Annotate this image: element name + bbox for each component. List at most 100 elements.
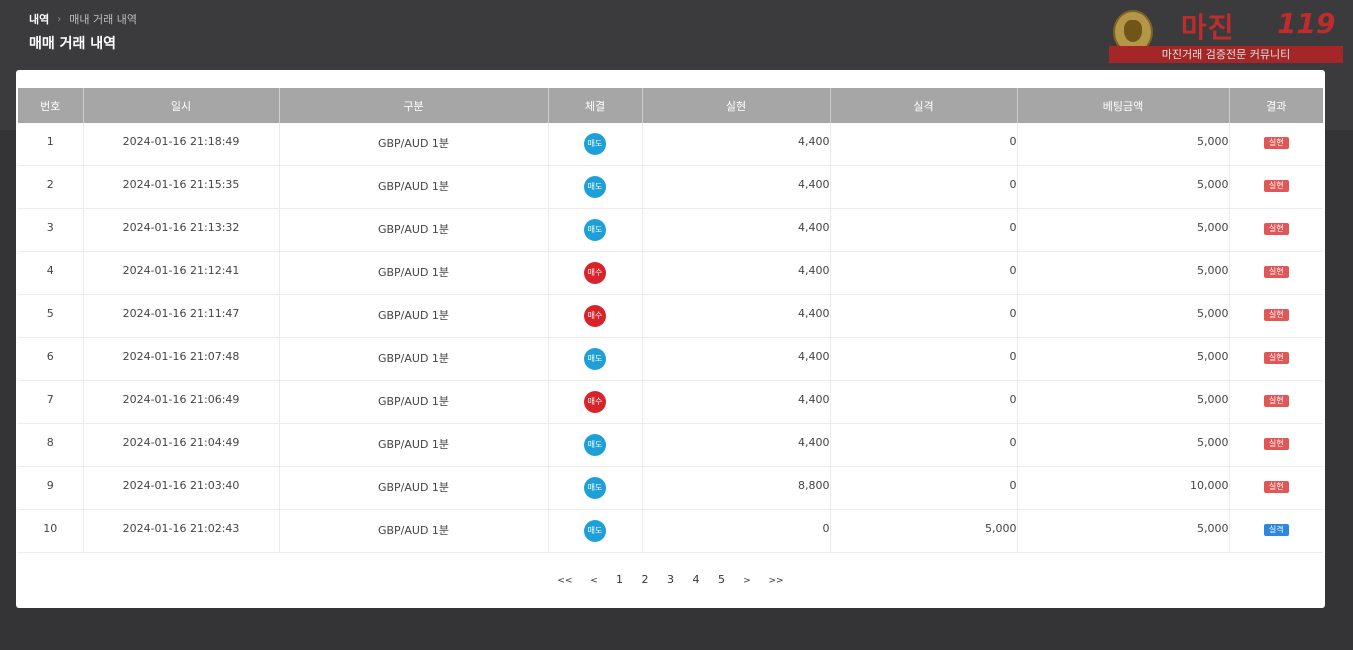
result-badge: 실현	[1263, 438, 1289, 450]
bet-amount-text: 5,000	[1197, 393, 1229, 406]
type-text: GBP/AUD 1분	[377, 223, 450, 236]
bet-amount-text: 5,000	[1197, 264, 1229, 277]
watermark-name: 마진	[1181, 11, 1235, 44]
cell-datetime: 2024-01-16 21:18:49	[83, 123, 280, 166]
cell-realized: 8,800	[642, 466, 831, 510]
page-title: 매매 거래 내역	[29, 36, 117, 52]
realized-text: 8,800	[798, 479, 830, 492]
fill-badge: 매수	[584, 305, 606, 327]
result-badge: 실현	[1263, 395, 1289, 407]
realized-text: 4,400	[798, 436, 830, 449]
cell-type: GBP/AUD 1분	[279, 466, 549, 510]
cell-result: 실현	[1229, 466, 1323, 510]
cell-realized: 4,400	[642, 423, 831, 467]
table-header-row: 번호 일시 구분 체결 실현 실격 베팅금액 결과	[18, 88, 1323, 123]
lost-text: 0	[1009, 221, 1017, 234]
cell-type: GBP/AUD 1분	[279, 423, 549, 467]
pagination-page-2[interactable]: 2	[641, 573, 649, 586]
cell-datetime: 2024-01-16 21:13:32	[83, 208, 280, 252]
number-text: 10	[43, 522, 58, 535]
cell-lost: 0	[830, 380, 1018, 424]
lost-text: 0	[1009, 178, 1017, 191]
cell-realized: 4,400	[642, 165, 831, 209]
pagination-page-1[interactable]: 1	[616, 573, 623, 586]
cell-datetime: 2024-01-16 21:02:43	[83, 509, 280, 553]
datetime-text: 2024-01-16 21:07:48	[122, 350, 240, 363]
type-text: GBP/AUD 1분	[377, 266, 450, 279]
cell-bet-amount: 5,000	[1017, 294, 1230, 338]
datetime-text: 2024-01-16 21:02:43	[122, 522, 240, 535]
cell-lost: 0	[830, 165, 1018, 209]
lost-text: 0	[1009, 135, 1017, 148]
cell-lost: 0	[830, 337, 1018, 381]
pagination-page-3[interactable]: 3	[667, 573, 674, 586]
cell-type: GBP/AUD 1분	[279, 337, 549, 381]
cell-fill: 매도	[548, 165, 643, 209]
table-row: 8 2024-01-16 21:04:49 GBP/AUD 1분 매도 4,400 0 5,…	[18, 423, 1323, 467]
cell-number: 1	[18, 123, 84, 166]
cell-number: 4	[18, 251, 84, 295]
pagination-first[interactable]: <<	[557, 576, 573, 586]
fill-badge: 매도	[584, 348, 606, 370]
cell-type: GBP/AUD 1분	[279, 208, 549, 252]
cell-result: 실현	[1229, 123, 1323, 166]
cell-realized: 0	[642, 509, 831, 553]
datetime-text: 2024-01-16 21:15:35	[122, 178, 240, 191]
breadcrumb-separator: ›	[57, 13, 62, 25]
cell-number: 9	[18, 466, 84, 510]
result-badge: 실현	[1263, 180, 1289, 192]
cell-realized: 4,400	[642, 380, 831, 424]
cell-number: 8	[18, 423, 84, 467]
number-text: 2	[46, 178, 54, 191]
pagination: << < 1 2 3 4 5 > >>	[16, 573, 1325, 586]
number-text: 5	[46, 307, 54, 320]
cell-number: 3	[18, 208, 84, 252]
lost-text: 0	[1009, 307, 1017, 320]
cell-lost: 0	[830, 251, 1018, 295]
pagination-page-4[interactable]: 4	[692, 573, 700, 586]
cell-fill: 매수	[548, 251, 643, 295]
table-row: 7 2024-01-16 21:06:49 GBP/AUD 1분 매수 4,400 0 5,…	[18, 380, 1323, 424]
cell-result: 실현	[1229, 251, 1323, 295]
table-row: 9 2024-01-16 21:03:40 GBP/AUD 1분 매도 8,800 0 10…	[18, 466, 1323, 510]
datetime-text: 2024-01-16 21:18:49	[122, 135, 240, 148]
pagination-next[interactable]: >	[743, 576, 751, 586]
cell-fill: 매도	[548, 208, 643, 252]
trade-history-table: 번호 일시 구분 체결 실현 실격 베팅금액 결과 1 2024-01-16 21…	[18, 88, 1323, 553]
result-badge: 실격	[1263, 524, 1289, 536]
cell-type: GBP/AUD 1분	[279, 251, 549, 295]
cell-realized: 4,400	[642, 208, 831, 252]
cell-lost: 0	[830, 208, 1018, 252]
pagination-page-5[interactable]: 5	[718, 573, 725, 586]
cell-bet-amount: 5,000	[1017, 337, 1230, 381]
watermark-logo: 마진 119 마진거래 검증전문 커뮤니티	[1109, 7, 1343, 63]
number-text: 1	[46, 135, 54, 148]
cell-datetime: 2024-01-16 21:06:49	[83, 380, 280, 424]
realized-text: 0	[822, 522, 830, 535]
datetime-text: 2024-01-16 21:13:32	[122, 221, 240, 234]
fill-badge: 매도	[584, 477, 606, 499]
breadcrumb-root[interactable]: 내역	[29, 13, 50, 26]
cell-bet-amount: 5,000	[1017, 423, 1230, 467]
bet-amount-text: 5,000	[1197, 221, 1229, 234]
result-badge: 실현	[1263, 266, 1289, 278]
fill-badge: 매도	[584, 520, 606, 542]
pagination-last[interactable]: >>	[768, 576, 784, 586]
realized-text: 4,400	[798, 264, 830, 277]
cell-datetime: 2024-01-16 21:12:41	[83, 251, 280, 295]
lost-text: 0	[1009, 393, 1017, 406]
number-text: 9	[46, 479, 54, 492]
watermark-number: 119	[1277, 7, 1336, 40]
cell-type: GBP/AUD 1분	[279, 294, 549, 338]
header-type: 구분	[279, 88, 549, 123]
datetime-text: 2024-01-16 21:06:49	[122, 393, 240, 406]
pagination-prev[interactable]: <	[590, 576, 598, 586]
cell-number: 10	[18, 509, 84, 553]
cell-bet-amount: 5,000	[1017, 208, 1230, 252]
table-row: 3 2024-01-16 21:13:32 GBP/AUD 1분 매도 4,400 0 5,…	[18, 208, 1323, 252]
header-realized: 실현	[642, 88, 831, 123]
realized-text: 4,400	[798, 135, 830, 148]
lost-text: 0	[1009, 264, 1017, 277]
bet-amount-text: 5,000	[1197, 436, 1229, 449]
bet-amount-text: 5,000	[1197, 350, 1229, 363]
